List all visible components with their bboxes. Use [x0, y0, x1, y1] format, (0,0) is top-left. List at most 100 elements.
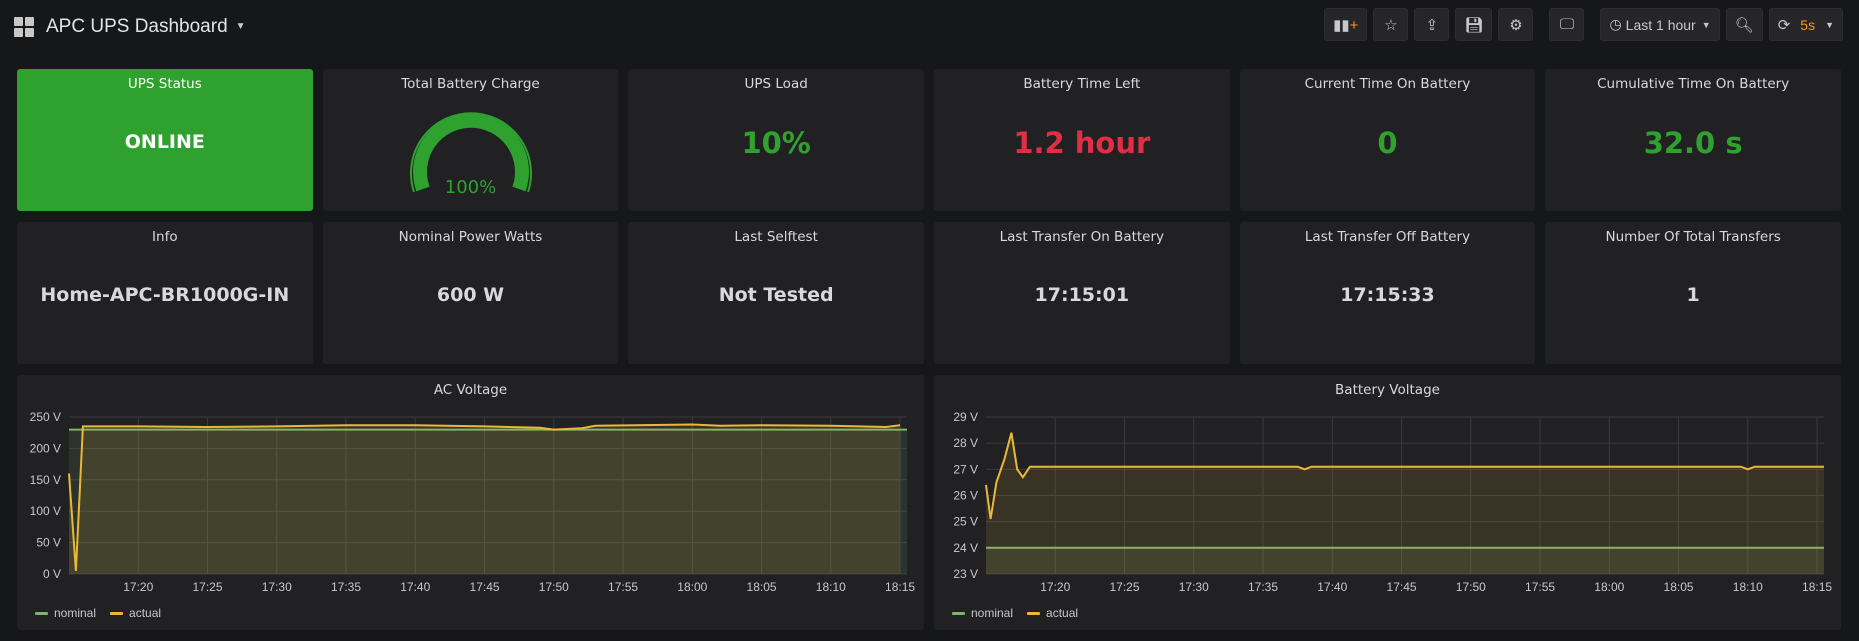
x-tick-label: 17:20	[1040, 580, 1070, 594]
panel-number-of-total-transfers[interactable]: Number Of Total Transfers 1	[1545, 222, 1841, 364]
dashboard-title: APC UPS Dashboard	[46, 15, 228, 37]
legend-item-actual[interactable]: actual	[1027, 606, 1078, 620]
panel-value: 600 W	[436, 284, 505, 306]
legend-swatch	[110, 611, 124, 615]
y-tick-label: 23 V	[953, 567, 978, 581]
star-button[interactable]: ☆	[1373, 8, 1409, 41]
legend-item-actual[interactable]: actual	[110, 606, 161, 620]
ac-voltage-plot: 0 V 50 V 100 V 150 V 200 V 250 V 17:20 17:25 17:…	[30, 410, 916, 594]
panel-nominal-power-watts[interactable]: Nominal Power Watts 600 W	[322, 222, 619, 364]
panel-total-battery-charge[interactable]: Total Battery Charge 100%	[322, 69, 619, 211]
dashboard-picker[interactable]: APC UPS Dashboard ▼	[14, 16, 246, 38]
add-panel-button[interactable]: ▮▮+	[1324, 8, 1368, 41]
x-tick-label: 17:35	[331, 580, 361, 594]
refresh-button[interactable]: ⟳ 5s ▼	[1768, 8, 1843, 41]
gear-icon: ⚙	[1509, 16, 1523, 34]
dashboard-grid-icon	[14, 16, 34, 37]
x-tick-label: 17:50	[539, 580, 569, 594]
panel-title: UPS Status	[127, 76, 202, 92]
caret-down-icon: ▼	[1701, 19, 1711, 30]
battery-gauge	[409, 112, 532, 193]
x-tick-label: 18:05	[1664, 580, 1694, 594]
clock-icon: ◷	[1609, 16, 1622, 32]
panel-value: ONLINE	[124, 131, 205, 153]
share-button[interactable]: ⇪	[1414, 8, 1450, 41]
caret-down-icon: ▼	[235, 21, 246, 32]
panel-last-transfer-on-battery[interactable]: Last Transfer On Battery 17:15:01	[933, 222, 1230, 364]
refresh-icon: ⟳	[1777, 16, 1791, 34]
series-line-actual	[985, 432, 1824, 520]
x-tick-label: 17:40	[1317, 580, 1347, 594]
refresh-interval[interactable]: 5s	[1800, 16, 1816, 33]
legend-swatch	[1027, 611, 1041, 615]
legend-item-nominal[interactable]: nominal	[952, 606, 1013, 620]
legend-swatch	[35, 611, 48, 615]
panel-last-transfer-off-battery[interactable]: Last Transfer Off Battery 17:15:33	[1239, 222, 1536, 364]
y-tick-label: 150 V	[30, 473, 61, 487]
y-tick-label: 250 V	[30, 410, 61, 424]
caret-down-icon: ▼	[1825, 19, 1834, 30]
panel-ups-load[interactable]: UPS Load 10%	[628, 69, 924, 211]
series-fill-nominal	[986, 547, 1824, 574]
gauge-threshold-arc	[409, 112, 532, 193]
x-tick-label: 17:25	[1109, 580, 1139, 594]
x-tick-label: 18:15	[885, 580, 915, 594]
legend-label: nominal	[54, 606, 97, 620]
time-range-label: Last 1 hour	[1625, 16, 1696, 33]
legend-item-nominal[interactable]: nominal	[35, 606, 96, 620]
zoom-out-button[interactable]: 🔍︎	[1725, 8, 1763, 41]
panel-title: Last Selftest	[734, 229, 818, 245]
y-tick-label: 25 V	[953, 515, 978, 529]
y-tick-label: 200 V	[30, 441, 61, 455]
panel-battery-time-left[interactable]: Battery Time Left 1.2 hour	[933, 69, 1230, 211]
legend-label: actual	[129, 606, 162, 620]
y-tick-label: 100 V	[30, 504, 61, 518]
panel-info[interactable]: Info Home-APC-BR1000G-IN	[17, 222, 313, 364]
battery-voltage-chart-panel[interactable]: Battery Voltage 23 V 24 V 25 V 26 V 27 V 28 V…	[934, 375, 1841, 630]
battery-voltage-plot: 23 V 24 V 25 V 26 V 27 V 28 V 29 V 17:20 17:25 17…	[953, 410, 1832, 594]
panel-title: Total Battery Charge	[401, 76, 540, 92]
y-tick-label: 29 V	[953, 410, 978, 424]
panel-last-selftest[interactable]: Last Selftest Not Tested	[628, 222, 924, 364]
panel-title: Battery Time Left	[1023, 76, 1141, 92]
zoom-out-icon: 🔍︎	[1734, 16, 1754, 34]
x-tick-label: 17:45	[1387, 580, 1417, 594]
monitor-icon: 🖵︎	[1559, 16, 1575, 33]
legend-label: nominal	[971, 606, 1014, 620]
series-line-actual	[68, 423, 901, 571]
x-tick-label: 17:30	[1179, 580, 1209, 594]
panel-title: Cumulative Time On Battery	[1597, 76, 1790, 92]
gauge-value-arc	[412, 113, 529, 192]
x-tick-label: 17:45	[470, 580, 500, 594]
y-tick-label: 28 V	[953, 436, 978, 450]
panel-cumulative-time-on-battery[interactable]: Cumulative Time On Battery 32.0 s	[1545, 69, 1841, 211]
tv-mode-button[interactable]: 🖵︎	[1549, 8, 1585, 41]
y-tick-label: 27 V	[953, 462, 978, 476]
time-picker-button[interactable]: ◷ Last 1 hour ▼	[1600, 8, 1720, 41]
save-icon: 💾︎	[1464, 16, 1484, 34]
x-tick-label: 18:15	[1802, 580, 1832, 594]
x-tick-label: 17:55	[608, 580, 638, 594]
x-tick-label: 17:30	[262, 580, 292, 594]
chart-legend: nominal actual	[35, 606, 161, 620]
save-button[interactable]: 💾︎	[1455, 8, 1493, 41]
panel-value: 17:15:01	[1034, 284, 1130, 306]
panel-title: Info	[152, 229, 178, 245]
panel-current-time-on-battery[interactable]: Current Time On Battery 0	[1239, 69, 1536, 211]
series-fill-nominal	[69, 429, 907, 574]
panel-value: 17:15:33	[1340, 284, 1435, 306]
x-tick-label: 18:05	[747, 580, 777, 594]
x-tick-label: 17:40	[400, 580, 430, 594]
panel-value: 1	[1686, 284, 1700, 306]
ac-voltage-chart-panel[interactable]: AC Voltage 0 V 50 V 100 V 150 V 200 V 250 V 17…	[17, 375, 924, 630]
panel-title: Nominal Power Watts	[398, 229, 543, 245]
stat-row-1: UPS Status ONLINE Total Battery Charge 1…	[17, 69, 1841, 211]
y-tick-label: 50 V	[36, 536, 61, 550]
x-tick-label: 18:00	[1594, 580, 1624, 594]
settings-button[interactable]: ⚙	[1498, 8, 1534, 41]
add-panel-icon: ▮▮+	[1333, 16, 1359, 34]
x-tick-label: 18:10	[816, 580, 846, 594]
panel-ups-status[interactable]: UPS Status ONLINE	[17, 69, 313, 211]
y-tick-label: 24 V	[953, 541, 978, 555]
x-tick-label: 17:20	[123, 580, 153, 594]
